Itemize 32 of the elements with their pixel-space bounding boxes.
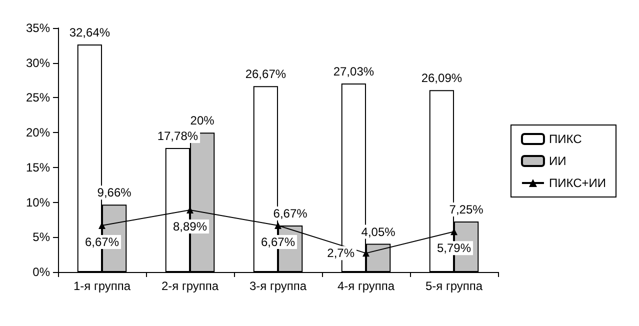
data-label: 8,89% bbox=[172, 220, 208, 234]
data-label: 17,78% bbox=[157, 129, 198, 144]
data-label: 4,05% bbox=[361, 224, 396, 239]
y-tick-label: 15% bbox=[26, 160, 50, 174]
data-label: 7,25% bbox=[449, 202, 484, 216]
y-tick-label: 35% bbox=[26, 21, 50, 35]
legend-label: ПИКС bbox=[548, 132, 582, 146]
data-label: 6,67% bbox=[273, 206, 308, 220]
data-label: 9,66% bbox=[97, 186, 132, 200]
x-tick-label: 4-я группа bbox=[337, 279, 395, 293]
y-tick-label: 5% bbox=[32, 230, 50, 244]
data-label: 26,09% bbox=[421, 71, 462, 86]
legend-label: ПИКС+ИИ bbox=[548, 176, 606, 190]
y-tick-label: 10% bbox=[26, 195, 50, 210]
data-label: 5,79% bbox=[436, 241, 472, 256]
point bbox=[274, 222, 282, 229]
x-tick-label: 5-я группа bbox=[425, 279, 483, 293]
data-label: 27,03% bbox=[333, 64, 374, 79]
x-tick-label: 2-я группа bbox=[161, 279, 219, 293]
data-label: 32,64% bbox=[69, 25, 110, 40]
y-tick-label: 20% bbox=[26, 126, 50, 140]
x-tick-label: 1-я группа bbox=[73, 279, 131, 293]
data-label: 26,67% bbox=[245, 67, 286, 82]
y-tick-label: 0% bbox=[32, 265, 50, 279]
x-tick-label: 3-я группа bbox=[249, 279, 307, 293]
data-label: 6,67% bbox=[84, 235, 120, 249]
data-label: 20% bbox=[190, 114, 215, 128]
data-label: 6,67% bbox=[260, 235, 296, 249]
y-tick-label: 25% bbox=[26, 90, 50, 105]
legend-label: ИИ bbox=[548, 154, 566, 168]
y-tick-label: 30% bbox=[26, 56, 50, 70]
data-label: 2,7% bbox=[327, 246, 355, 260]
